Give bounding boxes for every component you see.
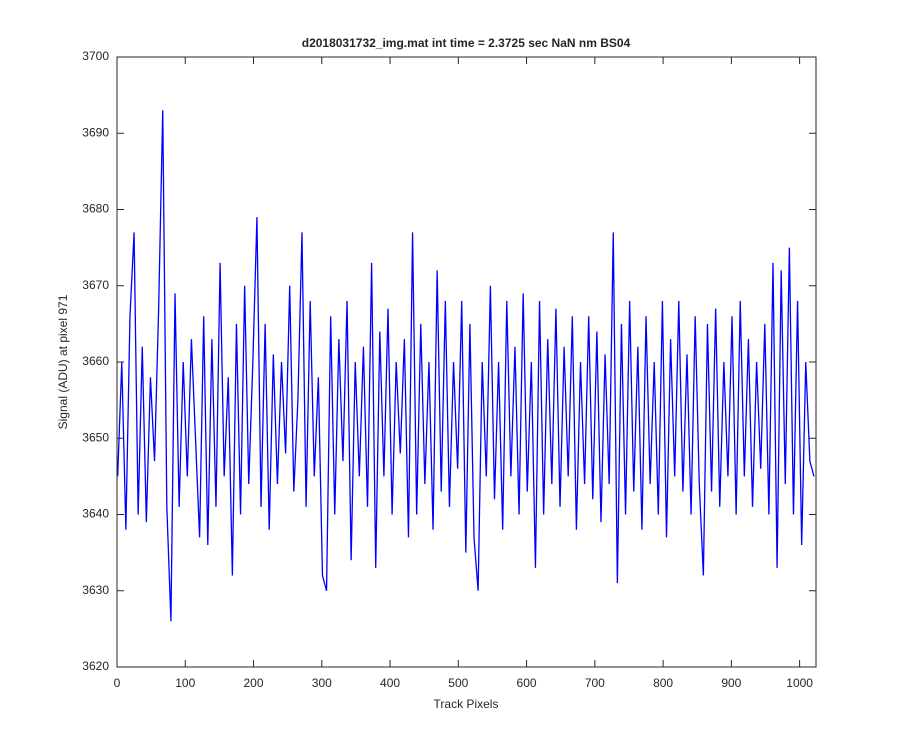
plot-area	[117, 57, 816, 667]
x-tick-label: 0	[114, 676, 121, 690]
x-tick-label: 500	[448, 676, 468, 690]
y-tick-label: 3620	[82, 659, 109, 673]
y-axis-label: Signal (ADU) at pixel 971	[56, 294, 70, 429]
y-tick-label: 3640	[82, 507, 109, 521]
x-tick-label: 900	[721, 676, 741, 690]
data-line	[117, 110, 815, 622]
x-tick-label: 200	[244, 676, 264, 690]
x-tick-label: 1000	[786, 676, 813, 690]
x-tick-label: 400	[380, 676, 400, 690]
x-tick-label: 700	[585, 676, 605, 690]
x-axis-label: Track Pixels	[434, 697, 499, 711]
chart-title: d2018031732_img.mat int time = 2.3725 se…	[302, 36, 631, 50]
y-tick-label: 3700	[82, 49, 109, 63]
x-tick-label: 300	[312, 676, 332, 690]
x-tick-label: 600	[517, 676, 537, 690]
x-tick-label: 100	[175, 676, 195, 690]
x-tick-label: 800	[653, 676, 673, 690]
y-tick-label: 3680	[82, 202, 109, 216]
y-tick-label: 3650	[82, 430, 109, 444]
y-tick-label: 3660	[82, 354, 109, 368]
y-tick-label: 3670	[82, 278, 109, 292]
y-tick-label: 3630	[82, 583, 109, 597]
y-tick-label: 3690	[82, 125, 109, 139]
